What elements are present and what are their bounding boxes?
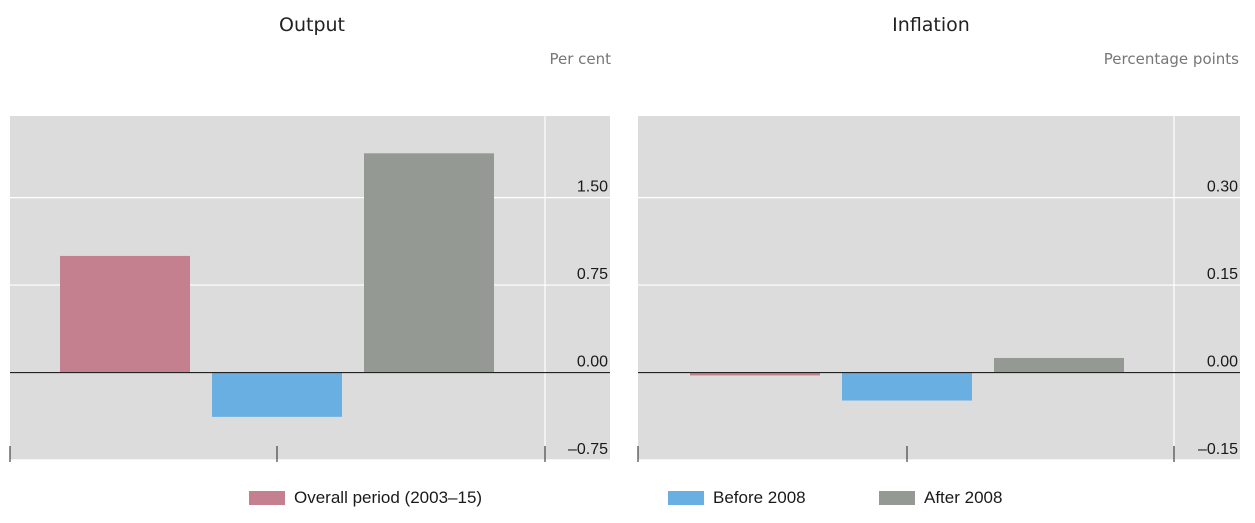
output-ytick-label: 1.50 [577,179,608,196]
output-bar-1 [60,255,190,373]
output-bar-3 [364,153,494,373]
output-ytick-label: 0.75 [577,266,608,283]
legend-item-after-2008: After 2008 [879,488,1002,508]
inflation-ytick-label: –0.15 [1198,441,1238,458]
inflation-plot-area [638,116,1240,460]
legend-label-overall: Overall period (2003–15) [294,488,483,507]
inflation-ytick-label: 0.15 [1207,266,1238,283]
inflation-ytick-label: 0.00 [1207,354,1238,371]
legend-item-overall: Overall period (2003–15) [249,488,482,508]
legend-label-after-2008: After 2008 [924,488,1003,507]
legend-label-before-2008: Before 2008 [713,488,806,507]
legend-swatch-overall [249,491,285,505]
output-panel-title: Output [279,14,345,36]
output-bar-2 [212,372,342,417]
inflation-bar-1 [690,372,820,376]
legend-swatch-after-2008 [879,491,915,505]
output-unit-label: Per cent [549,50,611,68]
output-ytick-label: –0.75 [568,441,608,458]
output-ytick-label: 0.00 [577,354,608,371]
inflation-unit-label: Percentage points [1103,50,1239,68]
legend-item-before-2008: Before 2008 [668,488,806,508]
inflation-panel-title: Inflation [892,14,970,36]
legend-swatch-before-2008 [668,491,704,505]
inflation-bar-3 [994,357,1124,373]
inflation-ytick-label: 0.30 [1207,179,1238,196]
inflation-bar-2 [842,372,972,401]
